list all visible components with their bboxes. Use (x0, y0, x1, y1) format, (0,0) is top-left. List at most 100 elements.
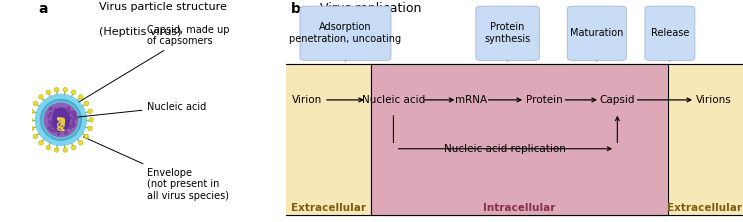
Text: mRNA: mRNA (455, 95, 487, 105)
Circle shape (64, 119, 65, 121)
Text: Protein: Protein (526, 95, 562, 105)
Circle shape (66, 120, 68, 122)
Circle shape (68, 113, 71, 115)
Circle shape (62, 120, 64, 122)
Circle shape (65, 117, 67, 119)
Circle shape (59, 119, 61, 121)
Circle shape (59, 109, 62, 111)
Circle shape (79, 141, 83, 145)
Circle shape (57, 120, 59, 122)
Circle shape (30, 109, 34, 113)
Circle shape (50, 107, 52, 109)
Circle shape (68, 111, 70, 113)
Text: Protein
synthesis: Protein synthesis (484, 22, 531, 44)
Text: Nucleic acid replication: Nucleic acid replication (444, 144, 566, 154)
Text: Virus replication: Virus replication (320, 2, 422, 15)
Circle shape (58, 121, 60, 123)
Circle shape (62, 117, 65, 119)
Circle shape (64, 120, 66, 122)
Circle shape (45, 103, 77, 137)
Circle shape (62, 119, 64, 121)
Circle shape (59, 108, 62, 110)
Circle shape (67, 124, 68, 126)
Circle shape (59, 115, 62, 117)
Circle shape (54, 87, 59, 92)
Circle shape (63, 127, 65, 129)
Circle shape (72, 122, 74, 124)
Circle shape (33, 134, 38, 139)
FancyBboxPatch shape (645, 6, 695, 60)
Circle shape (71, 124, 74, 126)
Text: Virus particle structure: Virus particle structure (99, 2, 227, 12)
Text: Capsid: Capsid (600, 95, 635, 105)
Circle shape (64, 115, 66, 117)
Circle shape (51, 125, 53, 127)
Circle shape (61, 116, 63, 118)
Circle shape (59, 120, 61, 122)
Circle shape (40, 99, 81, 140)
Circle shape (60, 119, 62, 121)
Circle shape (66, 126, 68, 128)
Circle shape (71, 145, 76, 150)
Circle shape (61, 127, 63, 129)
Ellipse shape (53, 108, 69, 131)
Circle shape (53, 111, 55, 113)
Circle shape (58, 133, 59, 135)
Circle shape (65, 113, 68, 115)
Text: Release: Release (651, 28, 689, 38)
Circle shape (65, 131, 68, 133)
Circle shape (61, 112, 63, 114)
Circle shape (56, 120, 58, 122)
Circle shape (88, 109, 92, 113)
Circle shape (28, 118, 33, 122)
Circle shape (56, 116, 59, 118)
Circle shape (70, 117, 72, 119)
Circle shape (56, 119, 58, 121)
Circle shape (55, 126, 57, 128)
Circle shape (56, 117, 59, 119)
Circle shape (56, 111, 59, 113)
Circle shape (58, 125, 59, 127)
Circle shape (56, 111, 59, 113)
Circle shape (48, 115, 50, 117)
Circle shape (56, 130, 59, 132)
Circle shape (61, 107, 62, 109)
Circle shape (53, 123, 55, 125)
Circle shape (39, 95, 43, 99)
Circle shape (55, 119, 57, 121)
Circle shape (68, 125, 70, 127)
Circle shape (68, 119, 70, 121)
Circle shape (74, 113, 76, 115)
Circle shape (56, 117, 58, 119)
Circle shape (60, 118, 62, 120)
Circle shape (61, 117, 63, 119)
Circle shape (74, 116, 76, 118)
Circle shape (60, 120, 62, 122)
Circle shape (73, 118, 75, 120)
Circle shape (58, 121, 60, 123)
Circle shape (36, 94, 86, 145)
Circle shape (49, 108, 51, 110)
Circle shape (59, 123, 61, 125)
Circle shape (62, 124, 65, 126)
Circle shape (59, 118, 62, 120)
Circle shape (68, 107, 69, 109)
Text: Capsid, made up
of capsomers: Capsid, made up of capsomers (79, 25, 230, 102)
Circle shape (57, 111, 59, 113)
Circle shape (63, 121, 65, 123)
Circle shape (59, 118, 62, 120)
Circle shape (54, 108, 56, 110)
Circle shape (64, 117, 66, 119)
Circle shape (59, 117, 61, 119)
Circle shape (59, 117, 61, 119)
Text: a: a (39, 2, 48, 16)
Circle shape (58, 111, 60, 113)
Circle shape (59, 128, 61, 130)
Circle shape (65, 124, 68, 126)
Circle shape (68, 125, 70, 127)
Bar (668, 64, 743, 215)
Circle shape (59, 116, 61, 118)
Circle shape (53, 120, 55, 122)
Circle shape (53, 124, 56, 126)
Circle shape (60, 122, 62, 124)
